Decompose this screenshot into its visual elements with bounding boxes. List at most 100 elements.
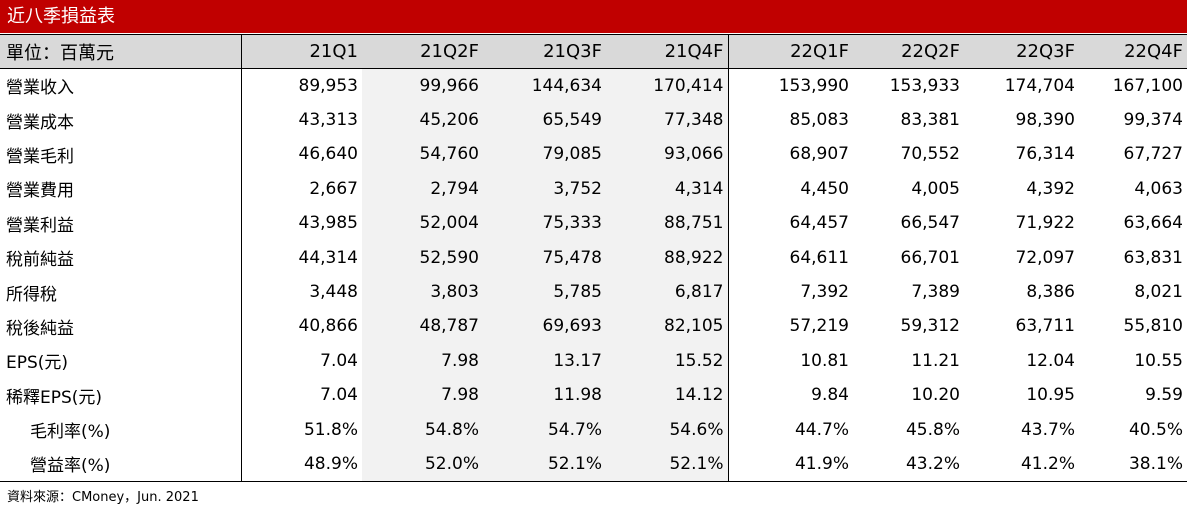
column-header: 21Q4F xyxy=(606,34,728,69)
table-cell: 55,810 xyxy=(1123,316,1183,337)
table-title: 近八季損益表 xyxy=(0,0,1187,33)
table-cell: 153,990 xyxy=(727,68,853,103)
table-cell: 40.5% xyxy=(1128,419,1183,440)
table-cell: 64,611 xyxy=(727,240,853,275)
table-cell: 54.8% xyxy=(362,412,483,447)
row-label: 稅前純益 xyxy=(0,240,242,275)
table-cell: 8,021 xyxy=(1134,282,1183,303)
table-cell: 66,547 xyxy=(900,213,960,234)
table-cell: 2,667 xyxy=(309,178,358,199)
table-cell: 11.21 xyxy=(911,350,960,371)
table-cell: 51.8% xyxy=(303,419,358,440)
column-header: 21Q2F xyxy=(362,34,483,69)
table-cell: 71,922 xyxy=(1015,213,1075,234)
table-cell: 15.52 xyxy=(606,343,728,379)
table-cell: 52,590 xyxy=(362,240,483,275)
table-row: 營業毛利 46,640 54,760 79,085 93,066 68,907 70,552… xyxy=(0,137,1187,172)
table-cell: 45.8% xyxy=(905,419,960,440)
table-cell: 76,314 xyxy=(1015,144,1075,165)
table-cell: 10.20 xyxy=(911,385,960,406)
table-cell: 38.1% xyxy=(1079,446,1187,482)
table-cell: 72,097 xyxy=(1015,247,1075,268)
table-cell: 13.17 xyxy=(483,343,606,379)
table-cell: 4,392 xyxy=(1026,178,1075,199)
table-cell: 5,785 xyxy=(483,274,606,310)
table-cell: 63,711 xyxy=(1015,316,1075,337)
table-cell: 48,787 xyxy=(362,309,483,344)
table-cell: 4,005 xyxy=(911,178,960,199)
table-cell: 70,552 xyxy=(900,144,960,165)
table-cell: 7.98 xyxy=(362,378,483,413)
table-cell: 77,348 xyxy=(606,102,728,138)
table-row: 稅後純益 40,866 48,787 69,693 82,105 57,219 59,312… xyxy=(0,309,1187,344)
table-cell: 67,727 xyxy=(1123,144,1183,165)
table-cell: 9.59 xyxy=(1145,385,1183,406)
table-cell: 40,866 xyxy=(298,316,358,337)
row-label: 營業毛利 xyxy=(0,137,242,172)
table-cell: 43,985 xyxy=(298,213,358,234)
table-cell: 89,953 xyxy=(298,75,358,96)
table-cell: 3,448 xyxy=(309,282,358,303)
table-cell: 6,817 xyxy=(606,274,728,310)
table-cell: 63,664 xyxy=(1123,213,1183,234)
table-cell: 88,922 xyxy=(606,240,728,275)
table-cell: 65,549 xyxy=(483,102,606,138)
table-cell: 66,701 xyxy=(900,247,960,268)
table-cell: 75,478 xyxy=(483,240,606,275)
table-cell: 52.0% xyxy=(362,446,483,482)
table-cell: 12.04 xyxy=(1026,350,1075,371)
table-cell: 64,457 xyxy=(727,206,853,241)
column-header: 22Q3F xyxy=(964,34,1079,69)
table-cell: 57,219 xyxy=(727,309,853,344)
table-cell: 153,933 xyxy=(889,75,960,96)
table-row: EPS(元) 7.04 7.98 13.17 15.52 10.81 11.21 12.04 1… xyxy=(0,343,1187,379)
table-cell: 2,794 xyxy=(362,171,483,207)
table-cell: 44.7% xyxy=(727,412,853,447)
table-cell: 10.95 xyxy=(1026,385,1075,406)
row-label: 營業費用 xyxy=(0,171,242,207)
row-label: 稅後純益 xyxy=(0,309,242,344)
table-cell: 4,063 xyxy=(1134,178,1183,199)
table-row: 營業收入 89,953 99,966 144,634 170,414 153,990 153… xyxy=(0,68,1187,103)
table-cell: 54.6% xyxy=(606,412,728,447)
table-cell: 3,803 xyxy=(362,274,483,310)
table-row: 營益率(%) 48.9% 52.0% 52.1% 52.1% 41.9% 43.2% 41.2… xyxy=(0,446,1187,482)
table-cell: 52.1% xyxy=(606,446,728,482)
table-row: 營業費用 2,667 2,794 3,752 4,314 4,450 4,005 4,392 4… xyxy=(0,171,1187,207)
table-cell: 83,381 xyxy=(900,110,960,131)
table-cell: 69,693 xyxy=(483,309,606,344)
table-cell: 170,414 xyxy=(606,68,728,103)
table-cell: 7,392 xyxy=(727,274,853,310)
table-cell: 7.04 xyxy=(320,385,358,406)
table-cell: 52,004 xyxy=(362,206,483,241)
table-cell: 63,831 xyxy=(1123,247,1183,268)
table-cell: 54,760 xyxy=(362,137,483,172)
table-cell: 68,907 xyxy=(727,137,853,172)
table-row: 稀釋EPS(元) 7.04 7.98 11.98 14.12 9.84 10.20 10.95… xyxy=(0,378,1187,413)
table-row: 所得稅 3,448 3,803 5,785 6,817 7,392 7,389 8,386 8,… xyxy=(0,274,1187,310)
table-row: 營業成本 43,313 45,206 65,549 77,348 85,083 83,381… xyxy=(0,102,1187,138)
table-cell: 79,085 xyxy=(483,137,606,172)
table-cell: 98,390 xyxy=(1015,110,1075,131)
table-cell: 174,704 xyxy=(1004,75,1075,96)
table-cell: 41.2% xyxy=(964,446,1079,482)
row-label: 營益率(%) xyxy=(0,446,242,482)
column-header: 22Q4F xyxy=(1079,34,1187,69)
table-cell: 54.7% xyxy=(483,412,606,447)
table-cell: 46,640 xyxy=(298,144,358,165)
row-label: 稀釋EPS(元) xyxy=(0,378,242,413)
row-label: 毛利率(%) xyxy=(0,412,242,447)
table-cell: 7.98 xyxy=(362,343,483,379)
unit-label: 單位：百萬元 xyxy=(0,34,242,69)
table-row: 營業利益 43,985 52,004 75,333 88,751 64,457 66,547… xyxy=(0,206,1187,241)
table-cell: 167,100 xyxy=(1112,75,1183,96)
row-label: 營業成本 xyxy=(0,102,242,138)
table-cell: 4,314 xyxy=(606,171,728,207)
table-cell: 43.7% xyxy=(1020,419,1075,440)
table-row: 稅前純益 44,314 52,590 75,478 88,922 64,611 66,701… xyxy=(0,240,1187,275)
table-cell: 43,313 xyxy=(298,110,358,131)
table-cell: 99,374 xyxy=(1123,110,1183,131)
row-label: EPS(元) xyxy=(0,343,242,379)
column-header: 22Q1F xyxy=(727,34,853,69)
